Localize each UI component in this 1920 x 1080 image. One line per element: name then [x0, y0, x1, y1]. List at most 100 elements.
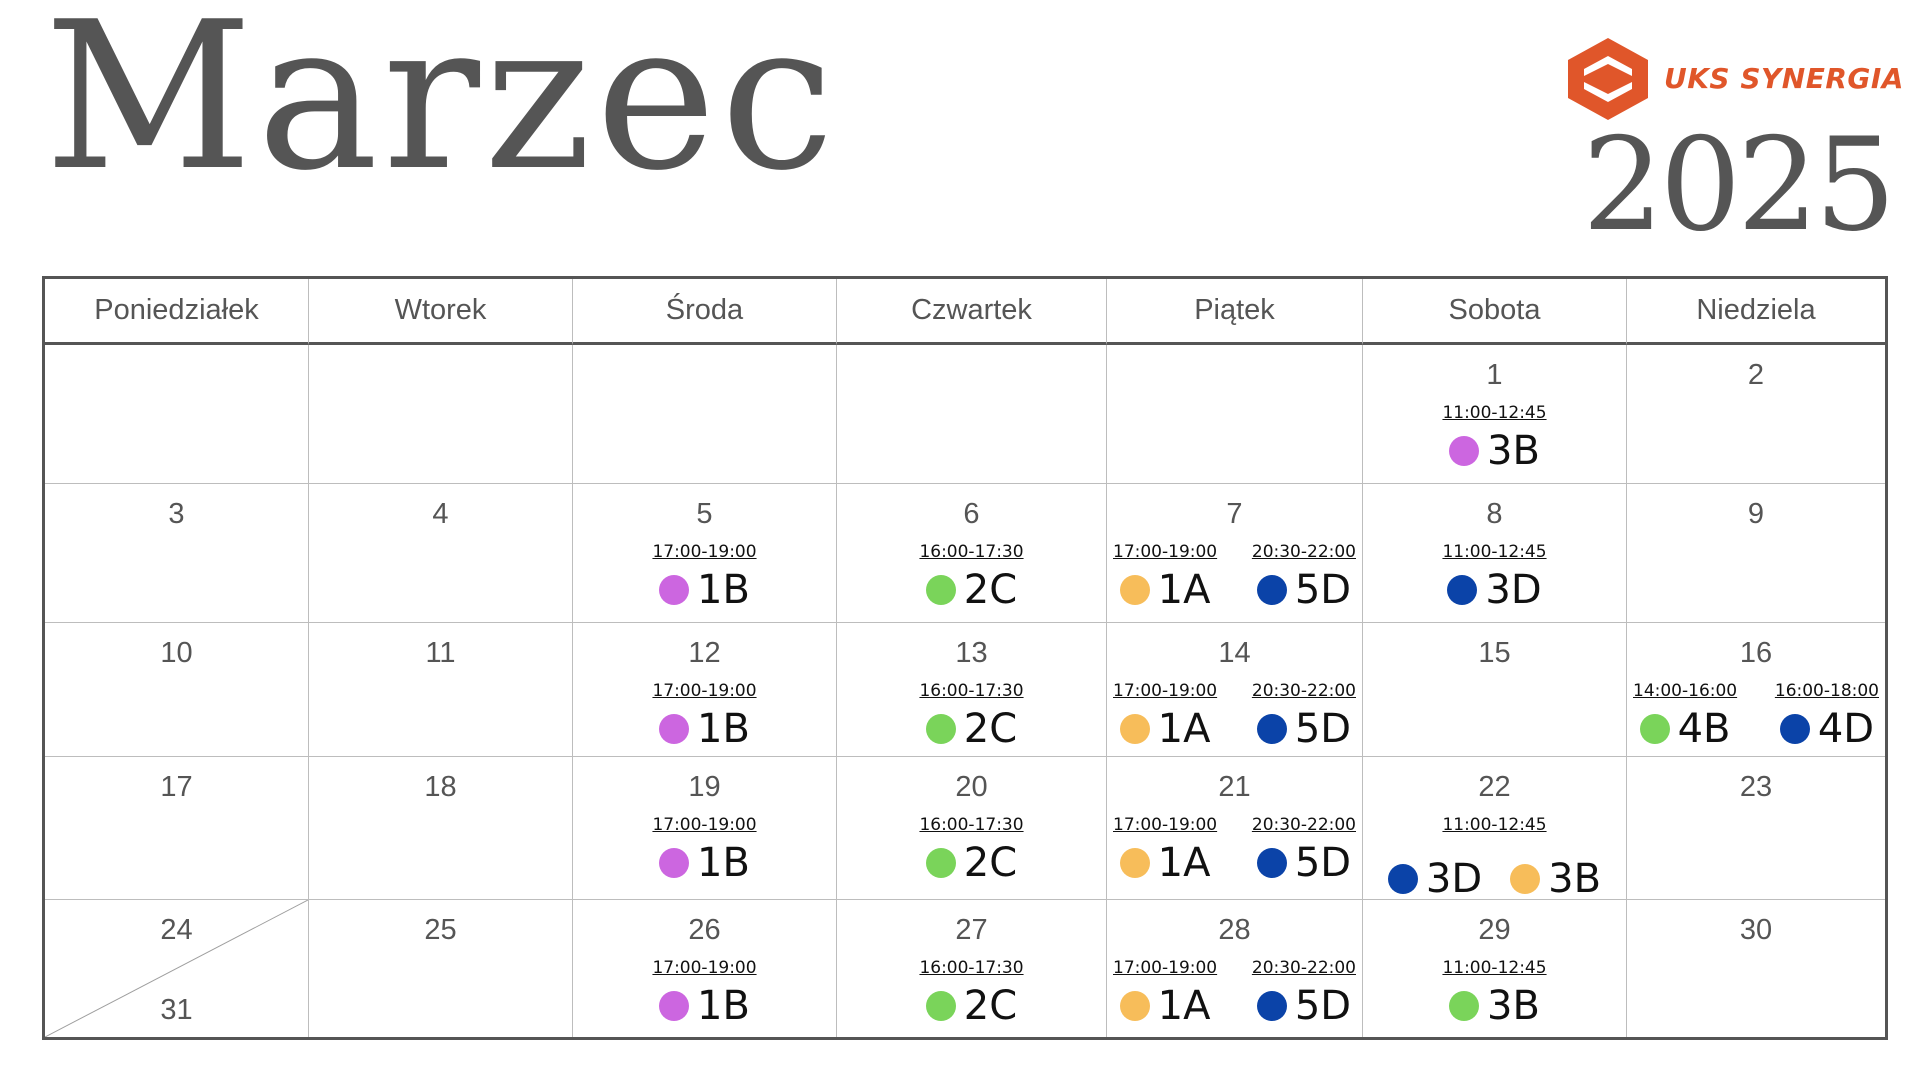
events: 17:00-19:00 1A 20:30-22:00 5D [1107, 958, 1362, 1028]
training-event[interactable]: 17:00-19:00 1A [1113, 815, 1217, 885]
day-cell[interactable]: 23 [1627, 757, 1885, 900]
group-color-dot-icon [1449, 436, 1480, 466]
training-event[interactable]: 14:00-16:00 4B [1633, 681, 1737, 751]
group-tag: 1A [1119, 841, 1210, 885]
time-slot: 11:00-12:45 [1442, 815, 1547, 835]
time-slot: 11:00-12:45 [1442, 403, 1547, 423]
day-cell[interactable]: 29 11:00-12:45 3B [1363, 900, 1627, 1037]
day-number: 2 [1747, 359, 1765, 391]
training-event[interactable]: 17:00-19:00 1B [652, 958, 756, 1028]
day-cell[interactable]: 16 14:00-16:00 4B 16:00-18:00 4D [1627, 623, 1885, 757]
group-color-dot-icon [659, 991, 690, 1021]
day-cell[interactable]: 14 17:00-19:00 1A 20:30-22:00 5D [1107, 623, 1363, 757]
weekday-header-friday: Piątek [1107, 279, 1363, 345]
group-tag: 4D [1779, 706, 1875, 752]
group-tag: 5D [1256, 568, 1351, 612]
day-cell[interactable]: 21 17:00-19:00 1A 20:30-22:00 5D [1107, 757, 1363, 900]
group-tag: 1B [659, 568, 750, 612]
group-label: 5D [1294, 706, 1352, 752]
day-cell-empty [837, 345, 1107, 484]
events: 11:00-12:45 3B [1363, 403, 1626, 473]
training-event[interactable]: 17:00-19:00 1B [652, 815, 756, 885]
day-cell[interactable]: 28 17:00-19:00 1A 20:30-22:00 5D [1107, 900, 1363, 1037]
training-event[interactable]: 20:30-22:00 5D [1252, 815, 1356, 885]
time-slot: 16:00-17:30 [919, 681, 1024, 701]
group-label: 1B [697, 567, 750, 613]
day-cell[interactable]: 7 17:00-19:00 1A 20:30-22:00 5D [1107, 484, 1363, 623]
day-cell[interactable]: 9 [1627, 484, 1885, 623]
day-number: 10 [160, 637, 193, 669]
events: 11:00-12:45 [1363, 815, 1626, 835]
day-number: 20 [955, 771, 988, 803]
group-tag[interactable]: 3D [1387, 857, 1482, 901]
day-cell[interactable]: 20 16:00-17:30 2C [837, 757, 1107, 900]
day-cell[interactable]: 25 [309, 900, 573, 1037]
group-tag[interactable]: 3B [1510, 857, 1601, 901]
training-event[interactable]: 20:30-22:00 5D [1252, 958, 1356, 1028]
group-tag: 4B [1639, 707, 1731, 751]
club-logo: UKS SYNERGIA [1560, 34, 1903, 124]
training-event[interactable]: 17:00-19:00 1A [1113, 958, 1217, 1028]
group-color-dot-icon [1119, 991, 1150, 1021]
training-event[interactable]: 16:00-17:30 2C [919, 681, 1023, 751]
time-slot: 16:00-17:30 [919, 542, 1024, 562]
day-number: 22 [1478, 771, 1511, 803]
day-cell[interactable]: 27 16:00-17:30 2C [837, 900, 1107, 1037]
training-event[interactable]: 16:00-17:30 2C [919, 542, 1023, 612]
day-cell[interactable]: 6 16:00-17:30 2C [837, 484, 1107, 623]
group-tag: 1B [659, 984, 750, 1028]
training-event[interactable]: 16:00-17:30 2C [919, 815, 1023, 885]
group-label: 1A [1157, 567, 1211, 613]
training-event[interactable]: 17:00-19:00 1A [1113, 542, 1217, 612]
day-cell[interactable]: 13 16:00-17:30 2C [837, 623, 1107, 757]
weekday-header-monday: Poniedziałek [45, 279, 309, 345]
group-tag: 1A [1119, 707, 1210, 751]
group-label: 1B [697, 840, 750, 886]
day-number: 14 [1218, 637, 1251, 669]
weekday-header-thursday: Czwartek [837, 279, 1107, 345]
day-number: 25 [424, 914, 457, 946]
training-event[interactable]: 16:00-18:00 4D [1775, 681, 1879, 751]
training-event[interactable]: 17:00-19:00 1B [652, 681, 756, 751]
day-cell[interactable]: 8 11:00-12:45 3D [1363, 484, 1627, 623]
group-tag: 3B [1449, 429, 1540, 473]
time-slot: 11:00-12:45 [1442, 542, 1547, 562]
day-number: 9 [1747, 498, 1765, 530]
training-event[interactable]: 17:00-19:00 1B [652, 542, 756, 612]
time-slot: 20:30-22:00 [1251, 681, 1356, 701]
day-cell[interactable]: 1 11:00-12:45 3B [1363, 345, 1627, 484]
day-cell[interactable]: 19 17:00-19:00 1B [573, 757, 837, 900]
group-color-dot-icon [1510, 864, 1541, 894]
day-cell[interactable]: 2 [1627, 345, 1885, 484]
training-event[interactable]: 11:00-12:45 3B [1442, 403, 1546, 473]
day-cell[interactable]: 30 [1627, 900, 1885, 1037]
day-cell[interactable]: 3 [45, 484, 309, 623]
day-cell[interactable]: 18 [309, 757, 573, 900]
group-tag: 5D [1256, 983, 1352, 1029]
day-cell[interactable]: 12 17:00-19:00 1B [573, 623, 837, 757]
day-cell[interactable]: 17 [45, 757, 309, 900]
day-number-secondary: 31 [160, 994, 193, 1026]
weekday-header-sunday: Niedziela [1627, 279, 1885, 345]
training-event[interactable]: 20:30-22:00 5D [1252, 542, 1356, 612]
day-cell[interactable]: 26 17:00-19:00 1B [573, 900, 837, 1037]
day-number: 26 [688, 914, 721, 946]
group-color-dot-icon [1119, 848, 1150, 878]
day-number: 8 [1486, 498, 1503, 530]
group-label: 4D [1817, 706, 1875, 752]
group-label: 5D [1294, 983, 1352, 1029]
day-cell[interactable]: 10 [45, 623, 309, 757]
day-cell[interactable]: 15 [1363, 623, 1627, 757]
day-cell-split[interactable]: 24 31 [45, 900, 309, 1037]
day-cell-pair[interactable]: 22 11:00-12:45 3D 3B [1363, 757, 1627, 901]
training-event[interactable]: 17:00-19:00 1A [1113, 681, 1217, 751]
day-number: 7 [1226, 498, 1243, 530]
training-event[interactable]: 20:30-22:00 5D [1252, 681, 1356, 751]
day-cell[interactable]: 11 [309, 623, 573, 757]
day-number: 19 [688, 771, 721, 803]
training-event[interactable]: 16:00-17:30 2C [919, 958, 1023, 1028]
day-cell[interactable]: 4 [309, 484, 573, 623]
training-event[interactable]: 11:00-12:45 3B [1442, 958, 1546, 1028]
day-cell[interactable]: 5 17:00-19:00 1B [573, 484, 837, 623]
training-event[interactable]: 11:00-12:45 3D [1442, 542, 1546, 612]
